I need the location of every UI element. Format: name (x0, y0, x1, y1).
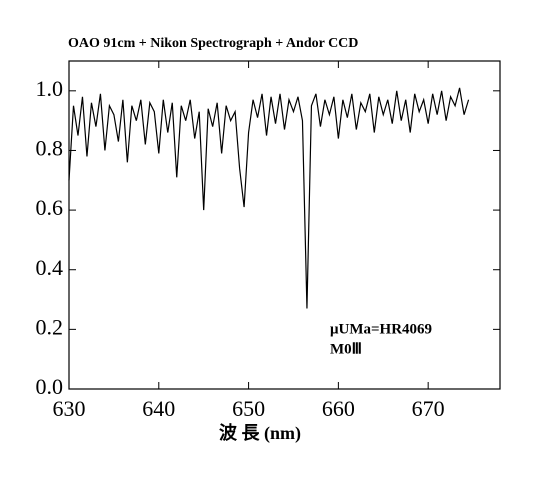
x-tick-label: 670 (412, 396, 445, 421)
y-tick-label: 0.4 (36, 255, 64, 280)
annotation: M0Ⅲ (330, 341, 362, 357)
plot-frame (68, 60, 501, 390)
y-tick-label: 0.2 (36, 314, 64, 339)
x-tick-label: 660 (322, 396, 355, 421)
y-tick-label: 0.0 (36, 374, 64, 399)
x-tick-label: 640 (142, 396, 175, 421)
x-tick-label: 630 (53, 396, 86, 421)
y-tick-label: 1.0 (36, 76, 64, 101)
y-tick-label: 0.6 (36, 195, 64, 220)
y-tick-label: 0.8 (36, 136, 64, 161)
annotation: μUMa=HR4069 (330, 321, 432, 337)
spectrum-line (68, 87, 470, 309)
x-tick-label: 650 (232, 396, 265, 421)
chart-title: OAO 91cm + Nikon Spectrograph + Andor CC… (68, 36, 358, 51)
x-axis-label: 波 長 (nm) (219, 422, 301, 444)
